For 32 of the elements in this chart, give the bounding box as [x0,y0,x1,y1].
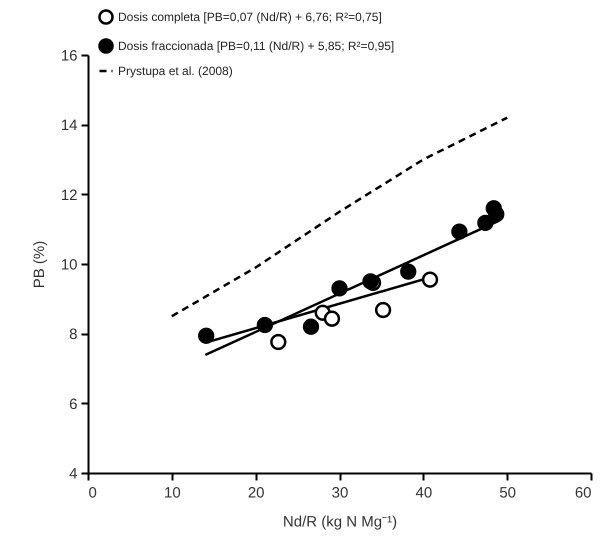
point [324,310,340,327]
point [477,214,494,232]
y-tick-label: 14 [60,117,78,134]
x-tick-label: 60 [574,484,592,502]
y-tick-label: 10 [60,256,78,274]
y-tick-label: 16 [60,48,78,64]
x-tick-label: 20 [248,484,265,502]
x-tick-label: 40 [415,484,432,502]
x-tick-label: 10 [164,484,181,502]
point [422,272,438,288]
point [256,316,274,334]
point [451,223,468,240]
line-series [170,116,508,318]
y-tick-label: 4 [69,466,78,482]
point [400,264,416,280]
point [488,206,504,222]
y-tick-label: 8 [69,326,78,344]
x-tick-label: 50 [499,484,516,502]
point [198,328,214,344]
x-axis-title: Nd/R (kg N Mg⁻¹) [282,514,398,530]
x-tick-label: 30 [332,484,348,502]
point [302,318,320,335]
legend-label: Prystupa et al. (2008) [118,64,233,78]
legend-label: Dosis fraccionada [PB=0,11 (Nd/R) + 5,85; R²=0,95] [118,39,394,53]
x-tick-label: 0 [88,484,97,502]
legend-label: Dosis completa [PB=0,07 (Nd/R) + 6,76; R²=0,75] [118,10,382,24]
point [270,334,286,350]
y-axis-title: PB (%) [30,240,48,288]
point [374,302,392,318]
point [331,280,348,297]
y-tick-label: 6 [69,396,78,413]
y-tick-label: 12 [60,186,78,204]
